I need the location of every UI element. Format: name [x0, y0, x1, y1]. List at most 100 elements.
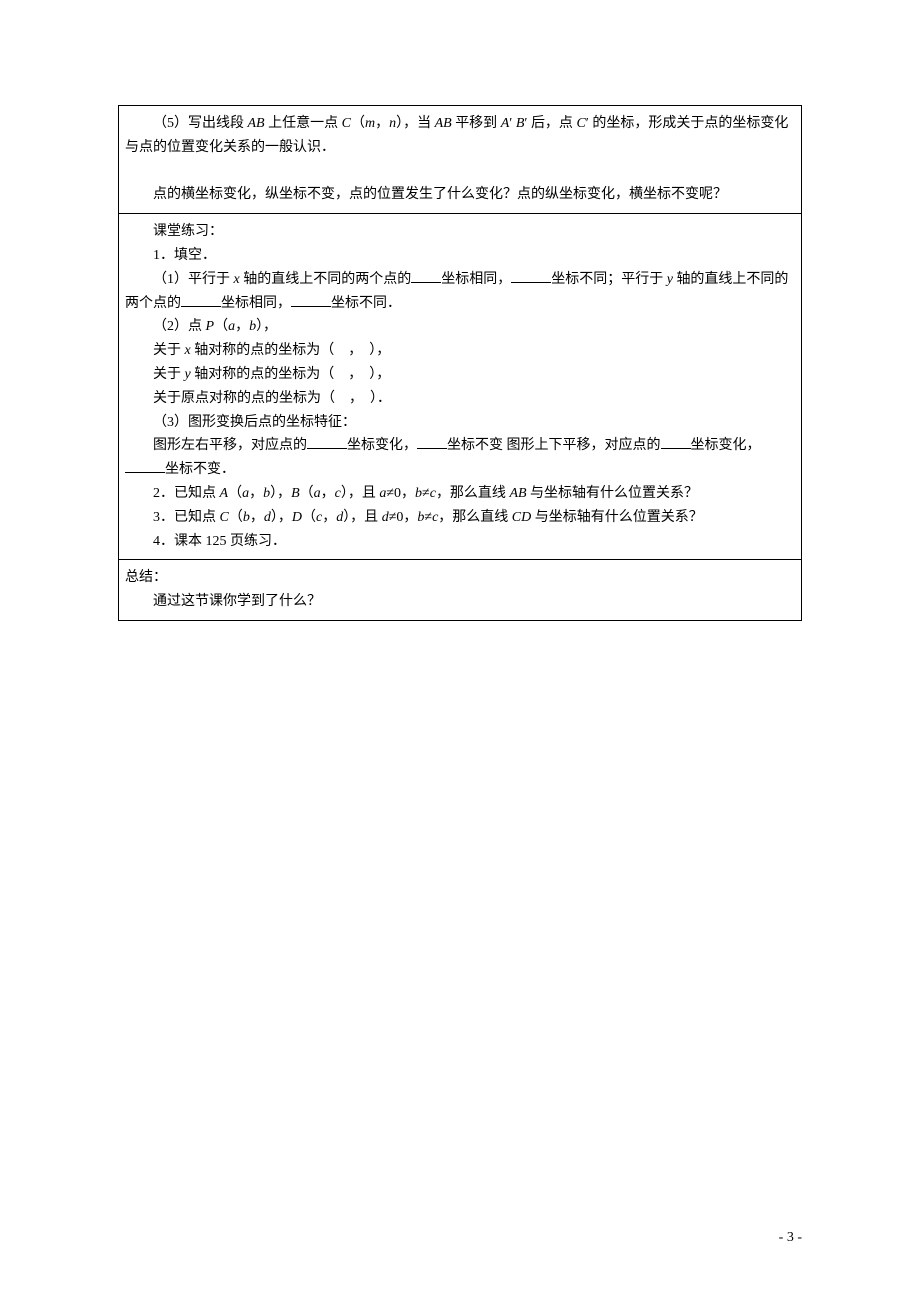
paragraph: （5）写出线段 AB 上任意一点 C（m，n），当 AB 平移到 A′ B′ 后…: [125, 112, 795, 160]
var-a: a: [228, 319, 235, 334]
text: 轴对称的点的坐标为（ ， ），: [191, 367, 391, 382]
section-3: 总结： 通过这节课你学到了什么？: [119, 559, 801, 620]
text: 关于: [153, 343, 185, 358]
blank-field[interactable]: [417, 434, 447, 449]
document-page: （5）写出线段 AB 上任意一点 C（m，n），当 AB 平移到 A′ B′ 后…: [0, 0, 920, 1302]
var-a: a: [314, 486, 321, 501]
text: 坐标不同．: [331, 296, 401, 311]
text: ≠: [422, 486, 430, 501]
question-1-2-origin: 关于原点对称的点的坐标为（ ， ）．: [125, 387, 795, 411]
text: ，: [321, 486, 335, 501]
text: 总结：: [125, 570, 167, 585]
text: 坐标变化，: [347, 438, 417, 453]
section-2: 课堂练习： 1．填空． （1）平行于 x 轴的直线上不同的两个点的坐标相同，坐标…: [119, 213, 801, 559]
var-AB: AB: [248, 116, 265, 131]
var-b: b: [243, 510, 250, 525]
var-d: d: [264, 510, 271, 525]
text: 坐标相同，: [221, 296, 291, 311]
text: 3．已知点: [153, 510, 220, 525]
text: （3）图形变换后点的坐标特征：: [153, 415, 356, 430]
var-m: m: [365, 116, 375, 131]
text: ），: [270, 486, 291, 501]
var-P: P: [206, 319, 215, 334]
text: （1）平行于: [153, 272, 234, 287]
blank-field[interactable]: [511, 268, 551, 283]
var-AB: AB: [435, 116, 452, 131]
text: 坐标不同；平行于: [551, 272, 667, 287]
text: 4．课本 125 页练习．: [153, 534, 286, 549]
text: ≠0，: [386, 486, 415, 501]
question-1-3: （3）图形变换后点的坐标特征：: [125, 411, 795, 435]
text: 坐标相同，: [441, 272, 511, 287]
summary-heading: 总结：: [125, 566, 795, 590]
var-A: A: [501, 116, 510, 131]
text: 关于: [153, 367, 185, 382]
text: ，: [250, 510, 264, 525]
var-b: b: [249, 319, 256, 334]
text: ，: [249, 486, 263, 501]
text: 轴对称的点的坐标为（ ， ），: [191, 343, 391, 358]
text: （: [351, 116, 365, 131]
text: 坐标变化，: [691, 438, 761, 453]
blank-field[interactable]: [411, 268, 441, 283]
text: 坐标不变．: [165, 462, 235, 477]
text: 图形左右平移，对应点的: [153, 438, 307, 453]
text: 平移到: [452, 116, 501, 131]
var-AB: AB: [509, 486, 526, 501]
text: ≠0，: [389, 510, 418, 525]
var-d: d: [382, 510, 389, 525]
text: （2）点: [153, 319, 206, 334]
text: ≠: [424, 510, 432, 525]
var-CD: CD: [512, 510, 531, 525]
var-C: C: [342, 116, 351, 131]
text: 课堂练习：: [153, 224, 223, 239]
text: 与坐标轴有什么位置关系？: [531, 510, 703, 525]
blank-field[interactable]: [291, 292, 331, 307]
text: ），且: [343, 510, 382, 525]
blank-field[interactable]: [181, 292, 221, 307]
var-a: a: [242, 486, 249, 501]
content-table: （5）写出线段 AB 上任意一点 C（m，n），当 AB 平移到 A′ B′ 后…: [118, 105, 802, 621]
question-3: 3．已知点 C（b，d），D（c，d），且 d≠0，b≠c，那么直线 CD 与坐…: [125, 506, 795, 530]
var-B: B: [291, 486, 300, 501]
text: ，那么直线: [436, 486, 510, 501]
text: 关于原点对称的点的坐标为（ ， ）．: [153, 391, 391, 406]
text: （5）写出线段: [153, 116, 248, 131]
text: 点的横坐标变化，纵坐标不变，点的位置发生了什么变化？点的纵坐标变化，横坐标不变呢…: [153, 187, 727, 202]
question-1-2: （2）点 P（a，b），: [125, 315, 795, 339]
question-1-3-body: 图形左右平移，对应点的 坐标变化， 坐标不变 图形上下平移，对应点的 坐标变化， 坐标不…: [125, 434, 795, 482]
text: ），: [271, 510, 292, 525]
text: 1．填空．: [153, 248, 216, 263]
text: ，那么直线: [438, 510, 512, 525]
blank-field[interactable]: [125, 458, 165, 473]
var-A: A: [220, 486, 229, 501]
text: 上任意一点: [265, 116, 342, 131]
text: 轴的直线上不同的两个点的: [240, 272, 412, 287]
heading: 课堂练习：: [125, 220, 795, 244]
text: 坐标不变 图形上下平移，对应点的: [447, 438, 661, 453]
question-1-2-y: 关于 y 轴对称的点的坐标为（ ， ），: [125, 363, 795, 387]
text: ），且: [341, 486, 380, 501]
question-1: 1．填空．: [125, 244, 795, 268]
question-4: 4．课本 125 页练习．: [125, 530, 795, 554]
text: （: [300, 486, 314, 501]
text: （: [228, 486, 242, 501]
text: （: [214, 319, 228, 334]
paragraph: 点的横坐标变化，纵坐标不变，点的位置发生了什么变化？点的纵坐标变化，横坐标不变呢…: [125, 183, 795, 207]
question-1-1: （1）平行于 x 轴的直线上不同的两个点的坐标相同，坐标不同；平行于 y 轴的直…: [125, 268, 795, 316]
text: 通过这节课你学到了什么？: [153, 594, 321, 609]
blank-field[interactable]: [661, 434, 691, 449]
text: ），: [256, 319, 277, 334]
page-number: - 3 -: [779, 1226, 802, 1250]
var-D: D: [292, 510, 302, 525]
text: 2．已知点: [153, 486, 220, 501]
var-b: b: [415, 486, 422, 501]
question-2: 2．已知点 A（a，b），B（a，c），且 a≠0，b≠c，那么直线 AB 与坐…: [125, 482, 795, 506]
question-1-2-x: 关于 x 轴对称的点的坐标为（ ， ），: [125, 339, 795, 363]
text: ），当: [396, 116, 435, 131]
text: - 3 -: [779, 1230, 802, 1245]
blank-field[interactable]: [307, 434, 347, 449]
section-1: （5）写出线段 AB 上任意一点 C（m，n），当 AB 平移到 A′ B′ 后…: [119, 106, 801, 213]
blank-line: [125, 160, 795, 184]
text: （: [302, 510, 316, 525]
